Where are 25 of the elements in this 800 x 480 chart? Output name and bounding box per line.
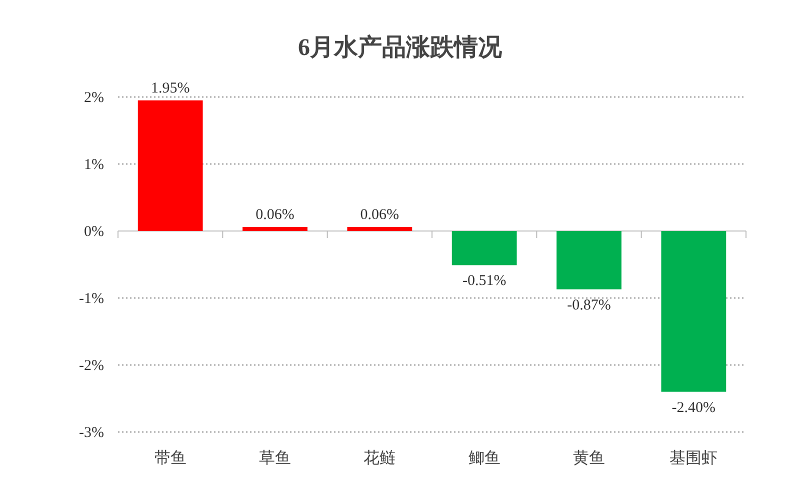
chart-title: 6月水产品涨跌情况	[298, 34, 503, 61]
bar	[452, 231, 517, 266]
y-tick-label: 1%	[84, 157, 104, 173]
x-tick-label: 鲫鱼	[468, 449, 500, 467]
y-tick-label: 0%	[84, 224, 104, 240]
y-tick-label: -2%	[79, 358, 104, 374]
data-label: 1.95%	[150, 80, 190, 96]
bar	[242, 226, 308, 231]
y-tick-label: 2%	[84, 90, 104, 106]
x-tick-label: 基围虾	[670, 449, 718, 467]
y-tick-label: -3%	[79, 425, 104, 441]
bar	[138, 100, 203, 231]
y-tick-label: -1%	[79, 291, 104, 307]
data-label: -2.40%	[672, 400, 716, 416]
data-label: 0.06%	[360, 206, 400, 223]
x-tick-label: 花鲢	[364, 449, 396, 467]
bar	[347, 226, 412, 231]
data-label: -0.51%	[462, 273, 506, 290]
x-tick-label: 草鱼	[259, 449, 291, 467]
bar	[556, 231, 622, 290]
data-label: 0.06%	[256, 206, 294, 223]
bar	[661, 231, 726, 392]
x-tick-label: 黄鱼	[573, 449, 605, 467]
x-tick-label: 带鱼	[154, 449, 186, 467]
data-label: -0.87%	[567, 297, 611, 314]
